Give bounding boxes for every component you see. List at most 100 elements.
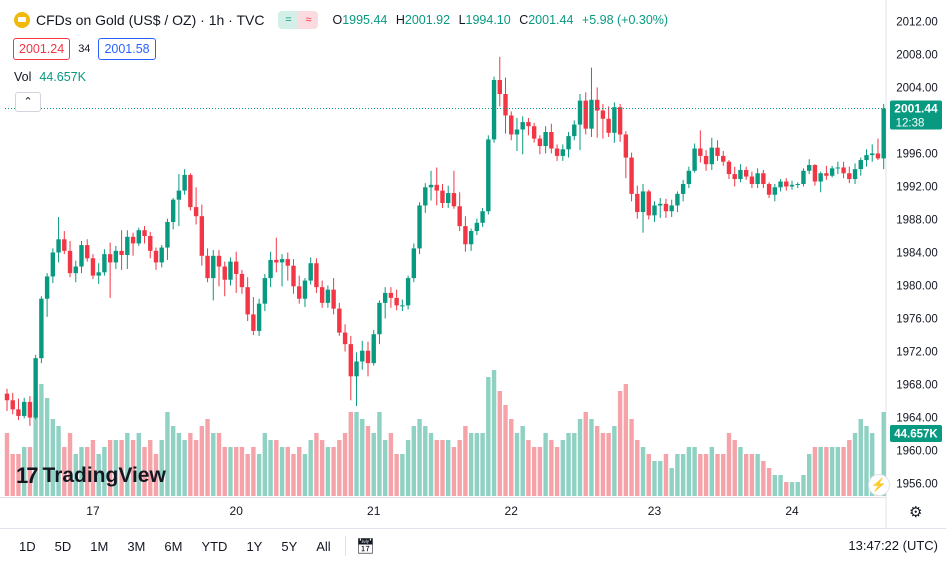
volume-bar [612,426,617,496]
candle-body [44,276,50,299]
volume-bar [107,440,113,496]
candle-body [858,160,863,170]
candle-body [188,174,193,208]
low-label: L [458,13,466,27]
candle-body [262,278,268,304]
volume-bar [543,433,548,496]
candle-body [881,108,886,159]
volume-bar [342,433,348,496]
candle [457,192,462,232]
gear-icon[interactable]: ⚙ [909,504,923,521]
equals-icon[interactable]: = [278,11,299,29]
candle-body [623,134,629,158]
candle [698,130,703,163]
candle-body [130,236,136,244]
timeframe-all[interactable]: All [316,538,331,554]
price-chart[interactable]: 2012.002008.002004.002000.001996.001992.… [0,0,946,528]
candle-body [274,259,279,263]
timeframe-1y[interactable]: 1Y [246,538,263,554]
volume-bar [698,454,703,496]
candle [90,254,96,279]
candle-body [314,263,319,288]
volume-bar [67,433,73,496]
candle-body [554,148,560,156]
buy-button[interactable]: 2001.58 [98,38,156,60]
timeframe-5d[interactable]: 5D [54,538,72,554]
tradingview-logo[interactable]: 17 TradingView [16,463,166,489]
candle-body [222,266,227,280]
volume-bar [188,433,193,496]
candle-body [738,169,743,180]
candle-body [829,168,835,176]
date-range-icon[interactable]: 📅︎ [355,538,375,555]
candle [600,103,606,139]
candle [239,269,245,294]
candle [394,289,399,311]
timeframe-ytd[interactable]: YTD [201,538,228,554]
volume-bar [554,447,560,496]
volume-bar [766,468,772,496]
candle-body [772,187,778,195]
candle [669,199,674,218]
low-value: 1994.10 [465,13,511,27]
candle [222,261,227,297]
candle [692,143,697,173]
candle-body [509,115,514,135]
volume-bar [468,433,474,496]
candle [835,161,841,175]
candle [142,226,147,244]
volume-bar [285,447,290,496]
volume-bar [617,391,623,496]
lightning-icon[interactable]: ⚡ [868,474,890,496]
clock[interactable]: 13:47:22 (UTC) [848,538,938,553]
timeframe-1m[interactable]: 1M [90,538,109,554]
candle [365,341,371,377]
volume-bar [824,447,829,496]
volume-bar [73,454,78,496]
volume-bar [491,370,497,496]
approx-icon[interactable]: ≈ [298,11,319,29]
candle [703,150,709,171]
volume-bar [881,412,886,496]
symbol-title[interactable]: CFDs on Gold (US$ / OZ) · 1h · TVC [36,12,265,28]
volume-bar [784,482,789,496]
collapse-legend-button[interactable]: ⌃ [15,92,41,112]
candle-body [669,205,674,212]
timeframe-6m[interactable]: 6M [164,538,183,554]
candle-body [835,167,841,169]
candle-body [268,259,273,279]
candle [360,340,365,370]
candle-body [503,94,508,116]
volume-bar [423,426,428,496]
time-axis[interactable]: 17 20 21 22 23 24 [86,504,799,518]
volume-bar [331,447,336,496]
candle [554,144,560,161]
candle [165,218,170,260]
timeframe-3m[interactable]: 3M [127,538,146,554]
comparison-toggle[interactable]: = ≈ [278,11,319,29]
volume-bar [113,440,119,496]
candle [107,242,113,298]
volume-bar [531,447,537,496]
volume-bar [16,454,21,496]
price-axis[interactable]: 2012.002008.002004.002000.001996.001992.… [890,16,942,491]
sell-button[interactable]: 2001.24 [13,38,71,60]
candle [623,131,629,179]
candle-body [761,173,766,184]
candle-body [325,289,331,303]
candle [96,263,101,284]
candle [766,182,772,199]
volume-bar [652,461,657,496]
timeframe-5y[interactable]: 5Y [281,538,298,554]
candle [188,173,193,211]
volume-bar [205,419,210,496]
candle-body [113,250,119,263]
timeframe-1d[interactable]: 1D [19,538,36,554]
candle [503,77,508,134]
candle-body [594,99,600,111]
volume-label: Vol [14,70,32,84]
candle-body [560,149,566,156]
candle-body [291,265,296,287]
candle-body [96,272,101,276]
volume-bar [417,419,422,496]
